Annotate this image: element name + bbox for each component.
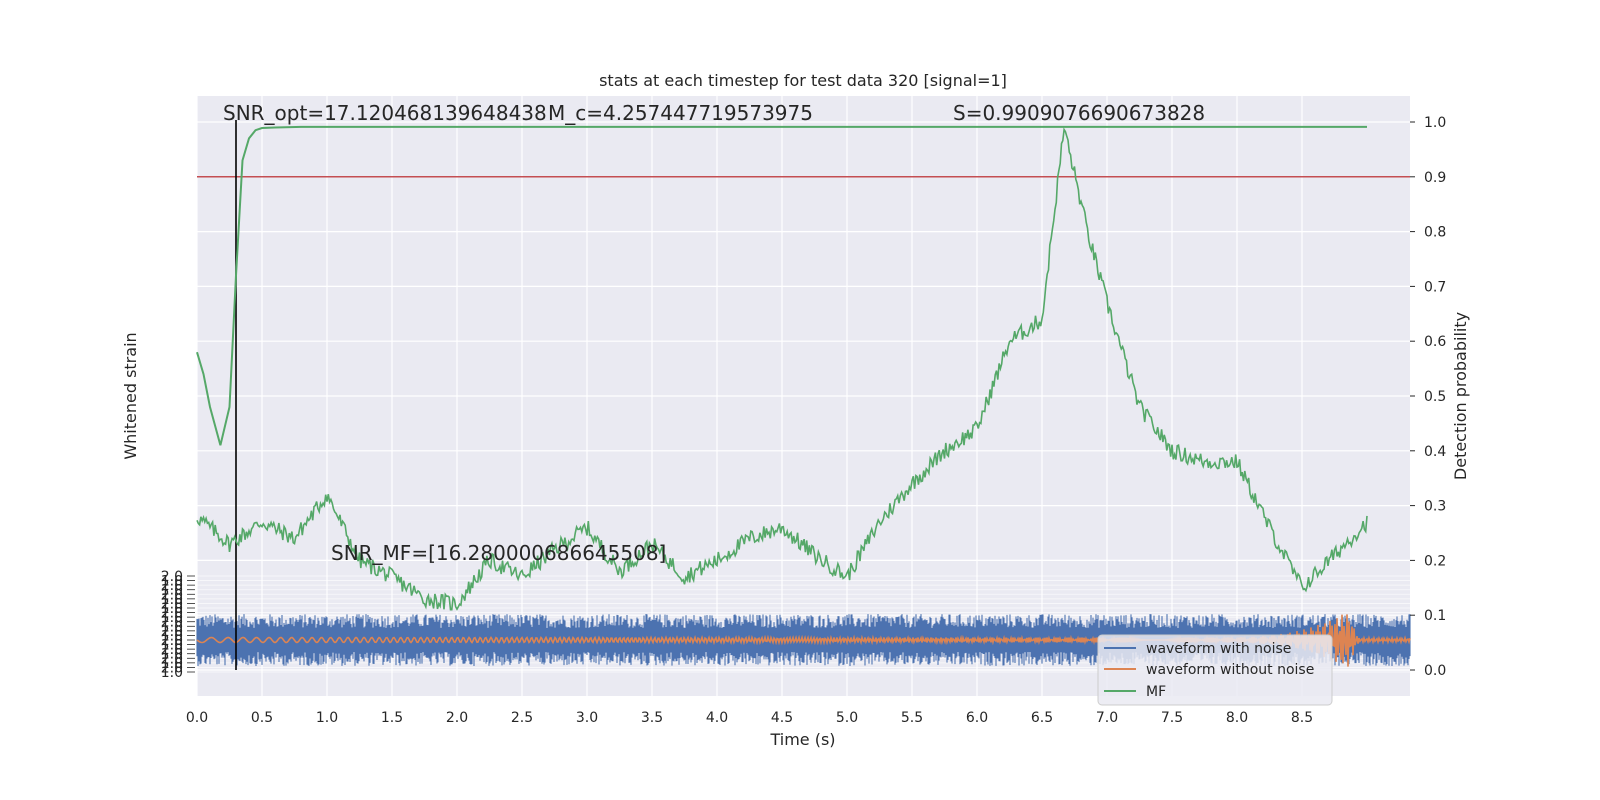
y-right-tick-label: 0.0 — [1424, 663, 1446, 679]
x-tick-label: 0.5 — [251, 710, 273, 726]
strain-tick-label: 2.0 — [161, 660, 183, 676]
strain-tick-label: 1.0 — [161, 592, 183, 608]
strain-axis-tick-labels: 2.01.02.01.02.01.02.01.02.01.02.01.02.01… — [161, 569, 195, 681]
strain-tick-label: 1.0 — [161, 628, 183, 644]
y-axis-right-label: Detection probability — [1451, 312, 1470, 480]
x-tick-label: 1.5 — [381, 710, 403, 726]
y-axis-left-label: Whitened strain — [121, 332, 140, 459]
strain-tick-label: 1.0 — [161, 619, 183, 635]
x-tick-label: 7.0 — [1096, 710, 1118, 726]
strain-tick-label: 1.0 — [161, 647, 183, 663]
series-lines — [196, 120, 1410, 670]
strain-tick-label: 2.0 — [161, 596, 183, 612]
strain-tick-label: 2.0 — [161, 578, 183, 594]
y-right-tick-label: 0.7 — [1424, 279, 1446, 295]
strain-tick-label: 1.0 — [161, 656, 183, 672]
y-right-tick-label: 0.1 — [1424, 608, 1446, 624]
x-tick-label: 5.0 — [836, 710, 858, 726]
y-right-tick-label: 0.2 — [1424, 553, 1446, 569]
x-axis-label: Time (s) — [769, 730, 835, 749]
strain-tick-label: 2.0 — [161, 615, 183, 631]
x-tick-label: 3.5 — [641, 710, 663, 726]
legend-label-mf: MF — [1146, 684, 1166, 700]
x-tick-label: 4.5 — [771, 710, 793, 726]
strain-tick-label: 2.0 — [161, 651, 183, 667]
y-right-tick-label: 1.0 — [1424, 115, 1446, 131]
x-tick-labels: 0.0 0.5 1.0 1.5 2.0 2.5 3.0 3.5 4.0 4.5 5.0 5.5 6.0 6… — [186, 710, 1313, 726]
x-tick-label: 0.0 — [186, 710, 208, 726]
x-tick-label: 1.0 — [316, 710, 338, 726]
x-tick-label: 6.5 — [1031, 710, 1053, 726]
annotation-snr-opt: SNR_opt=17.120468139648438 — [223, 101, 547, 125]
legend-label-clean: waveform without noise — [1146, 662, 1314, 678]
strain-tick-label: 1.0 — [161, 574, 183, 590]
strain-tick-label: 2.0 — [161, 587, 183, 603]
annotation-snr-mf: SNR_MF=[16.280000686645508] — [331, 541, 666, 565]
y-right-tick-label: 0.3 — [1424, 499, 1446, 515]
chart-title: stats at each timestep for test data 320… — [599, 71, 1007, 90]
mf-series-line — [196, 127, 1368, 611]
strain-tick-label: 2.0 — [161, 624, 183, 640]
annotation-s: S=0.9909076690673828 — [953, 101, 1205, 125]
y-right-tick-label: 0.6 — [1424, 334, 1446, 350]
x-tick-label: 4.0 — [706, 710, 728, 726]
strain-tick-label: 1.0 — [161, 601, 183, 617]
y-right-tick-label: 0.4 — [1424, 444, 1446, 460]
y-right-tick-label: 0.5 — [1424, 389, 1446, 405]
legend: waveform with noise waveform without noi… — [1097, 634, 1333, 706]
x-tick-label: 2.5 — [511, 710, 533, 726]
x-tick-label: 8.0 — [1226, 710, 1248, 726]
y-right-tick-label: 0.9 — [1424, 170, 1446, 186]
x-tick-label: 5.5 — [901, 710, 923, 726]
strain-tick-label: 1.0 — [161, 583, 183, 599]
strain-tick-label: 2.0 — [161, 606, 183, 622]
strain-tick-label: 2.0 — [161, 633, 183, 649]
x-tick-label: 8.5 — [1291, 710, 1313, 726]
legend-box — [1097, 634, 1333, 706]
x-tick-label: 7.5 — [1161, 710, 1183, 726]
strain-tick-label: 1.0 — [161, 638, 183, 654]
strain-tick-label: 1.0 — [161, 665, 183, 681]
x-tick-label: 2.0 — [446, 710, 468, 726]
x-tick-label: 6.0 — [966, 710, 988, 726]
x-tick-label: 3.0 — [576, 710, 598, 726]
strain-tick-label: 2.0 — [161, 642, 183, 658]
detection-probability-line — [196, 125, 1367, 446]
strain-tick-label: 2.0 — [161, 569, 183, 585]
strain-tick-label: 1.0 — [161, 610, 183, 626]
legend-label-noise: waveform with noise — [1146, 641, 1291, 657]
y-right-tick-label: 0.8 — [1424, 225, 1446, 241]
y-right-tick-labels: 0.0 0.1 0.2 0.3 0.4 0.5 0.6 0.7 0.8 0.9 1.0 — [1410, 115, 1446, 679]
annotation-mc: M_c=4.257447719573975 — [548, 101, 813, 125]
